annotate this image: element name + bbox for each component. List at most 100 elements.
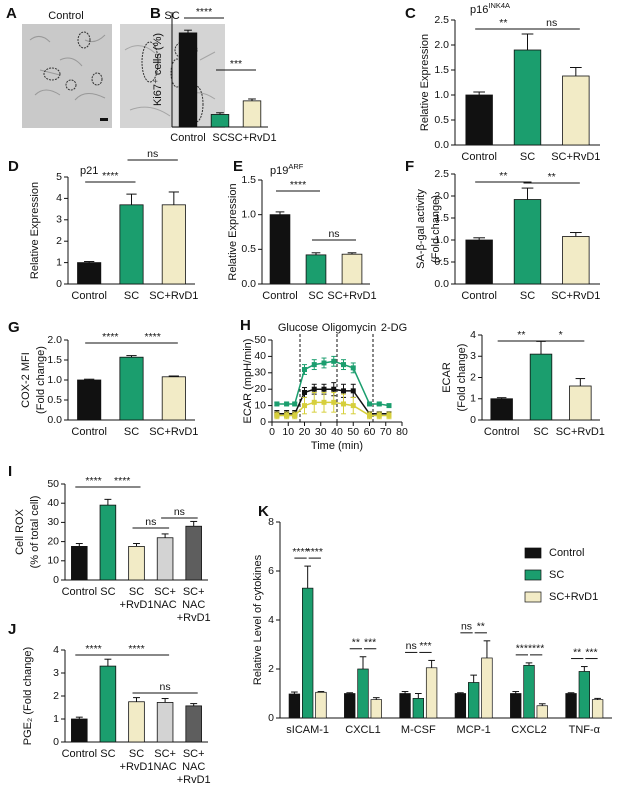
x-tick-label: CXCL2 [511, 724, 546, 736]
x-tick-label: Control [262, 290, 297, 302]
data-point [274, 401, 280, 407]
y-tick-label: 40 [254, 350, 266, 362]
panel-label: E [233, 158, 243, 175]
data-point [311, 386, 317, 392]
significance-label: **** [290, 179, 306, 191]
y-tick-label: 1.0 [434, 89, 449, 101]
significance-label: *** [516, 643, 528, 655]
data-point [302, 389, 307, 395]
y-tick-label: 1.5 [47, 354, 62, 366]
x-tick-label: Control [461, 151, 496, 163]
bar [562, 75, 590, 146]
x-tick-label: NAC [182, 761, 205, 773]
bar [242, 100, 262, 128]
panel-label: D [8, 158, 19, 175]
bar [565, 693, 577, 719]
significance-label: ** [477, 621, 485, 633]
bar [490, 398, 513, 421]
data-point [284, 412, 290, 418]
bar [77, 379, 102, 421]
panel-label: J [8, 621, 16, 638]
panel-label: F [405, 158, 414, 175]
significance-label: ** [499, 170, 507, 182]
significance-label: **** [528, 643, 544, 655]
y-axis-label: (Fold change) [456, 344, 468, 412]
bar [341, 253, 363, 285]
y-tick-label: 0 [53, 736, 59, 748]
injection-label: Oligomycin [322, 322, 376, 334]
x-tick-label: SC+ [154, 586, 176, 598]
x-tick-label: SC+RvD1 [551, 290, 600, 302]
y-tick-label: 0.5 [434, 114, 449, 126]
bar [569, 385, 592, 421]
x-tick-label: Control [62, 586, 97, 598]
y-tick-label: 2.0 [434, 190, 449, 202]
x-tick-label: SC+ [183, 748, 205, 760]
bar [119, 204, 144, 285]
y-tick-label: 30 [254, 367, 266, 379]
y-axis-label: Relative Level of cytokines [252, 554, 264, 685]
y-tick-label: 0 [268, 712, 274, 724]
x-tick-label: SC+RvD1 [551, 151, 600, 163]
y-axis-label: ECAR [441, 362, 453, 393]
data-point [341, 401, 346, 407]
x-tick-label: TNF-α [569, 724, 601, 736]
y-tick-label: 2 [56, 235, 62, 247]
y-tick-label: 0.0 [434, 139, 449, 151]
bar [178, 32, 198, 128]
data-point [376, 401, 382, 407]
data-point [321, 399, 327, 405]
bar [536, 705, 548, 719]
y-tick-label: 3 [470, 350, 476, 362]
data-point [341, 388, 346, 394]
panel-label: I [8, 463, 12, 480]
bar [578, 671, 590, 719]
data-point [367, 401, 372, 407]
significance-label: **** [144, 331, 160, 343]
data-point [311, 399, 317, 405]
image-label: Control [48, 10, 83, 22]
bar [161, 376, 186, 421]
bar [128, 701, 145, 743]
cell-outline [43, 67, 61, 81]
x-tick-label: NAC [182, 599, 205, 611]
y-tick-label: 20 [47, 535, 59, 547]
significance-label: *** [230, 58, 242, 70]
bar [481, 657, 493, 719]
significance-label: **** [102, 331, 118, 343]
x-tick-label: SC [100, 586, 115, 598]
y-tick-label: 1.0 [47, 374, 62, 386]
x-axis-label: Time (min) [311, 440, 363, 452]
significance-label: ** [352, 637, 360, 649]
y-tick-label: 4 [56, 192, 62, 204]
bar [185, 705, 202, 743]
chart-title: p19ARF [270, 162, 304, 177]
y-tick-label: 2.5 [434, 14, 449, 26]
y-tick-label: 10 [47, 555, 59, 567]
significance-label: ns [328, 228, 339, 240]
chart-title: p16INK4A [470, 1, 510, 16]
y-tick-label: 0 [470, 414, 476, 426]
cell-outline [77, 31, 91, 49]
x-tick-label: NAC [153, 761, 176, 773]
legend-swatch [524, 591, 542, 603]
y-tick-label: 2 [53, 690, 59, 702]
significance-label: ** [517, 329, 525, 341]
data-point [311, 362, 317, 368]
y-axis-label: Relative Expression [29, 182, 41, 279]
y-axis-label: SA-β-gal activity [415, 189, 427, 269]
x-tick-label: sICAM-1 [286, 724, 329, 736]
legend-label: SC+RvD1 [549, 591, 598, 603]
x-tick-label: SC+RvD1 [327, 290, 376, 302]
title-text: p16 [470, 4, 488, 16]
bar [315, 691, 327, 719]
significance-label: **** [102, 170, 118, 182]
data-point [350, 403, 356, 409]
title-text: p19 [270, 165, 288, 177]
y-tick-label: 0.5 [47, 394, 62, 406]
significance-label: ns [461, 621, 472, 633]
y-tick-label: 0.5 [241, 243, 256, 255]
micrograph-control [22, 24, 112, 128]
y-tick-label: 40 [47, 497, 59, 509]
significance-label: ns [147, 148, 158, 160]
